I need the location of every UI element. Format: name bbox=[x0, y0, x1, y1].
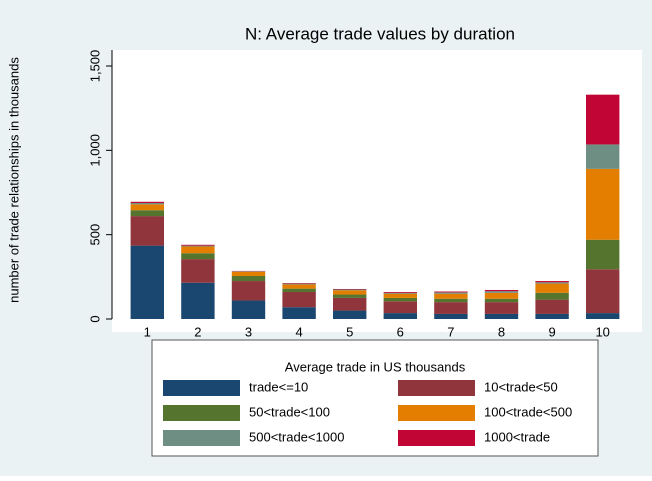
bar-segment bbox=[586, 240, 619, 270]
x-tick-label: 2 bbox=[194, 324, 201, 339]
bar-segment bbox=[586, 169, 619, 240]
bar-segment bbox=[232, 281, 265, 300]
bar-segment bbox=[131, 210, 164, 216]
bar-segment bbox=[181, 246, 214, 253]
bar-segment bbox=[131, 216, 164, 246]
bar-segment bbox=[384, 294, 417, 298]
bar-segment bbox=[535, 300, 568, 314]
bar-segment bbox=[181, 245, 214, 246]
legend-label: 500<trade<1000 bbox=[249, 429, 344, 444]
bar-segment bbox=[586, 269, 619, 313]
bar-segment bbox=[333, 289, 366, 290]
y-tick-label: 1,500 bbox=[87, 50, 102, 83]
bar-segment bbox=[131, 203, 164, 204]
y-tick-label: 0 bbox=[87, 315, 102, 322]
bar-segment bbox=[384, 292, 417, 293]
bar-segment bbox=[333, 289, 366, 290]
bar-segment bbox=[434, 292, 467, 293]
legend-swatch bbox=[398, 380, 475, 396]
bar-segment bbox=[485, 290, 518, 291]
y-tick-label: 1,000 bbox=[87, 134, 102, 167]
bar-segment bbox=[232, 272, 265, 276]
bar-segment bbox=[232, 271, 265, 272]
bar-segment bbox=[282, 284, 315, 285]
bar-segment bbox=[535, 314, 568, 319]
bar-segment bbox=[485, 299, 518, 302]
x-tick-label: 7 bbox=[447, 324, 454, 339]
x-tick-label: 6 bbox=[397, 324, 404, 339]
y-tick-label: 500 bbox=[87, 224, 102, 246]
legend-swatch bbox=[398, 405, 475, 421]
bar-segment bbox=[485, 302, 518, 314]
bar-segment bbox=[586, 313, 619, 319]
bar-segment bbox=[282, 307, 315, 319]
x-tick-label: 9 bbox=[548, 324, 555, 339]
bar-segment bbox=[535, 293, 568, 300]
bar-segment bbox=[333, 295, 366, 298]
y-axis-title: number of trade relationships in thousan… bbox=[6, 57, 21, 303]
bar-segment bbox=[485, 291, 518, 293]
bar-segment bbox=[131, 246, 164, 319]
legend-swatch bbox=[398, 430, 475, 446]
bar-segment bbox=[434, 294, 467, 299]
bar-segment bbox=[282, 292, 315, 307]
legend-title: Average trade in US thousands bbox=[285, 359, 466, 374]
legend-label: 10<trade<50 bbox=[484, 379, 558, 394]
bar-segment bbox=[535, 282, 568, 283]
legend-label: 1000<trade bbox=[484, 429, 550, 444]
bar-segment bbox=[282, 289, 315, 292]
bar-segment bbox=[333, 290, 366, 294]
bar-segment bbox=[384, 298, 417, 301]
bar-segment bbox=[384, 293, 417, 294]
bar-segment bbox=[586, 95, 619, 145]
bar-segment bbox=[333, 298, 366, 311]
legend-swatch bbox=[163, 430, 240, 446]
bar-segment bbox=[131, 204, 164, 210]
bar-segment bbox=[586, 144, 619, 168]
x-tick-label: 5 bbox=[346, 324, 353, 339]
bar-segment bbox=[384, 301, 417, 313]
legend-label: trade<=10 bbox=[249, 379, 308, 394]
bar-segment bbox=[434, 302, 467, 314]
x-tick-label: 8 bbox=[498, 324, 505, 339]
bar-segment bbox=[535, 284, 568, 293]
bar-segment bbox=[282, 283, 315, 284]
legend-swatch bbox=[163, 380, 240, 396]
legend-swatch bbox=[163, 405, 240, 421]
bar-segment bbox=[434, 292, 467, 293]
bar-segment bbox=[485, 293, 518, 299]
legend-label: 100<trade<500 bbox=[484, 404, 572, 419]
bar-segment bbox=[333, 311, 366, 319]
bar-segment bbox=[434, 314, 467, 319]
bar-segment bbox=[434, 299, 467, 302]
bar-segment bbox=[181, 246, 214, 247]
bar-segment bbox=[181, 253, 214, 259]
x-tick-label: 1 bbox=[144, 324, 151, 339]
x-tick-label: 10 bbox=[595, 324, 609, 339]
bar-segment bbox=[232, 276, 265, 281]
chart-title: N: Average trade values by duration bbox=[245, 24, 515, 43]
x-tick-label: 4 bbox=[295, 324, 302, 339]
bar-segment bbox=[282, 284, 315, 288]
x-tick-label: 3 bbox=[245, 324, 252, 339]
bar-segment bbox=[384, 313, 417, 319]
legend-label: 50<trade<100 bbox=[249, 404, 330, 419]
bar-segment bbox=[181, 259, 214, 283]
bar-segment bbox=[535, 281, 568, 282]
bar-segment bbox=[485, 314, 518, 319]
bar-segment bbox=[232, 300, 265, 319]
bar-segment bbox=[131, 202, 164, 203]
bar-segment bbox=[181, 283, 214, 319]
